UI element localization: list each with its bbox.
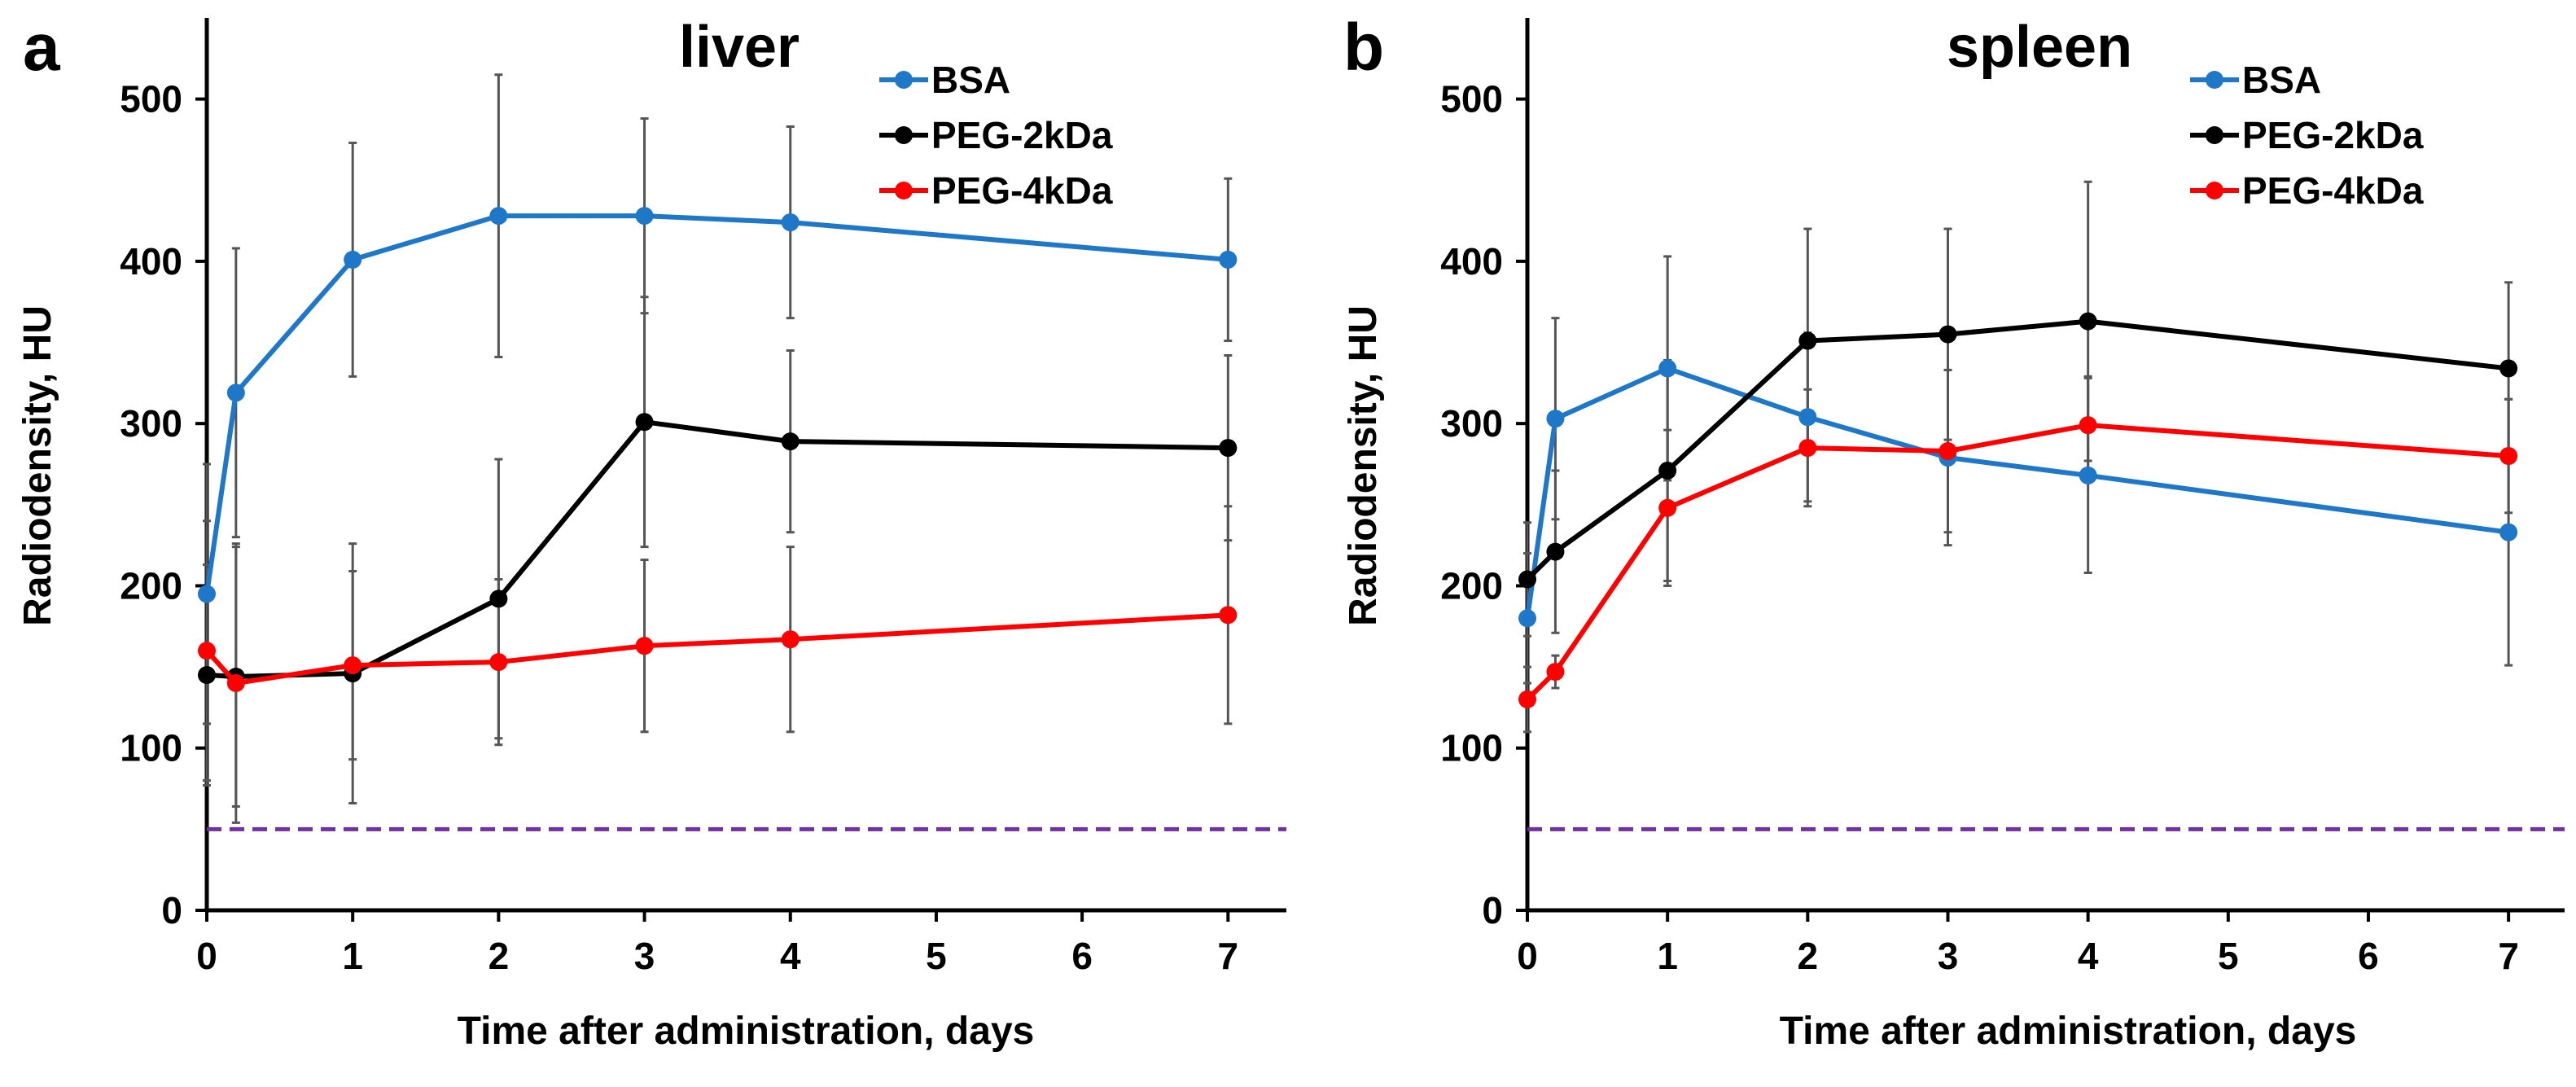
data-point <box>1546 410 1565 428</box>
x-tick-label: 6 <box>1071 935 1093 977</box>
legend-swatch-marker <box>895 182 913 199</box>
x-tick-label: 1 <box>342 935 363 977</box>
y-axis-label: Radiodensity, HU <box>16 305 59 626</box>
y-tick-label: 200 <box>1440 564 1503 607</box>
plot-area: 0 100 200 300 400 500 0 1 2 3 4 5 6 7 <box>1440 18 2565 977</box>
data-point <box>198 642 216 660</box>
data-point <box>344 250 362 269</box>
data-point <box>781 630 800 649</box>
series-line-bsa <box>204 213 1229 594</box>
legend-swatch-marker <box>2206 71 2223 89</box>
y-tick-label: 500 <box>120 78 182 121</box>
y-tick-label: 200 <box>120 564 182 607</box>
data-point <box>2079 312 2097 331</box>
x-tick-label: 2 <box>1798 935 1819 977</box>
data-point <box>1518 570 1536 589</box>
legend-label: PEG-2kDa <box>931 114 1113 156</box>
series-line-peg-2kda <box>1525 318 2509 581</box>
y-tick-label: 0 <box>1482 889 1503 931</box>
legend-swatch-marker <box>895 126 913 144</box>
panel-b-spleen: b spleen Radiodensity, HU Time after adm… <box>1342 11 2565 1053</box>
x-tick-label: 7 <box>2498 935 2519 977</box>
x-tick-label: 4 <box>2078 935 2099 977</box>
legend-swatch-marker <box>2206 182 2223 199</box>
data-point <box>1798 408 1817 427</box>
x-tick-label: 0 <box>1517 935 1538 977</box>
x-tick-label: 5 <box>926 935 947 977</box>
data-point <box>781 213 800 232</box>
y-tick-label: 400 <box>1440 240 1503 283</box>
y-tick-label: 300 <box>1440 402 1503 445</box>
x-axis-label: Time after administration, days <box>1780 1010 2357 1053</box>
y-tick-label: 100 <box>120 727 182 769</box>
legend-label: PEG-2kDa <box>2242 114 2424 156</box>
legend-label: BSA <box>2242 59 2321 101</box>
data-point <box>1658 461 1677 480</box>
data-point <box>781 432 800 451</box>
panel-a-liver: a liver Radiodensity, HU Time after admi… <box>16 11 1286 1053</box>
series-line-peg-2kda <box>206 419 1229 680</box>
x-tick-label: 3 <box>1938 935 1959 977</box>
legend-label: PEG-4kDa <box>2242 169 2424 212</box>
data-point <box>1939 442 1957 461</box>
data-point <box>344 656 362 675</box>
x-tick-label: 4 <box>780 935 801 977</box>
panel-letter: a <box>23 11 61 85</box>
x-tick-label: 1 <box>1657 935 1678 977</box>
series-line-bsa <box>1525 366 2509 619</box>
chart-title: spleen <box>1947 15 2132 80</box>
data-point <box>489 590 508 608</box>
data-point <box>2499 523 2518 541</box>
data-point <box>1658 498 1677 517</box>
legend-swatch-marker <box>895 71 913 89</box>
data-point <box>226 674 245 693</box>
data-point <box>1658 359 1677 378</box>
data-point <box>489 207 508 226</box>
x-axis-label: Time after administration, days <box>458 1010 1035 1053</box>
data-point <box>1219 250 1238 269</box>
y-tick-label: 0 <box>161 889 182 931</box>
data-point <box>635 413 654 432</box>
chart-title: liver <box>679 15 800 80</box>
data-point <box>635 637 654 655</box>
data-point <box>1798 439 1817 458</box>
x-tick-label: 0 <box>196 935 217 977</box>
data-point <box>198 585 216 603</box>
y-tick-label: 400 <box>120 240 182 283</box>
x-tick-label: 5 <box>2218 935 2239 977</box>
legend: BSA PEG-2kDa PEG-4kDa <box>879 59 1113 212</box>
data-point <box>1798 331 1817 350</box>
y-tick-label: 500 <box>1440 78 1503 121</box>
plot-area: 0 100 200 300 400 500 0 1 2 3 4 5 6 7 <box>120 18 1286 977</box>
data-point <box>198 666 216 685</box>
data-point <box>635 207 654 226</box>
legend-label: BSA <box>931 59 1010 101</box>
x-tick-label: 6 <box>2358 935 2379 977</box>
legend: BSA PEG-2kDa PEG-4kDa <box>2190 59 2424 212</box>
data-point <box>1546 663 1565 682</box>
x-tick-label: 2 <box>488 935 510 977</box>
data-point <box>226 384 245 402</box>
y-axis-label: Radiodensity, HU <box>1342 305 1385 626</box>
y-tick-label: 300 <box>120 402 182 445</box>
data-point <box>1518 690 1536 708</box>
data-point <box>1546 542 1565 561</box>
legend-label: PEG-4kDa <box>931 169 1113 212</box>
data-point <box>1219 606 1238 625</box>
data-point <box>2079 416 2097 435</box>
legend-swatch-marker <box>2206 126 2223 144</box>
data-point <box>2079 466 2097 484</box>
x-tick-label: 3 <box>634 935 655 977</box>
panel-letter: b <box>1343 11 1384 85</box>
data-point <box>489 653 508 672</box>
y-tick-label: 100 <box>1440 727 1503 769</box>
data-point <box>2499 447 2518 466</box>
data-point <box>2499 359 2518 378</box>
x-tick-label: 7 <box>1218 935 1239 977</box>
data-point <box>1939 325 1957 344</box>
data-point <box>1219 439 1238 458</box>
data-point <box>1518 609 1536 628</box>
